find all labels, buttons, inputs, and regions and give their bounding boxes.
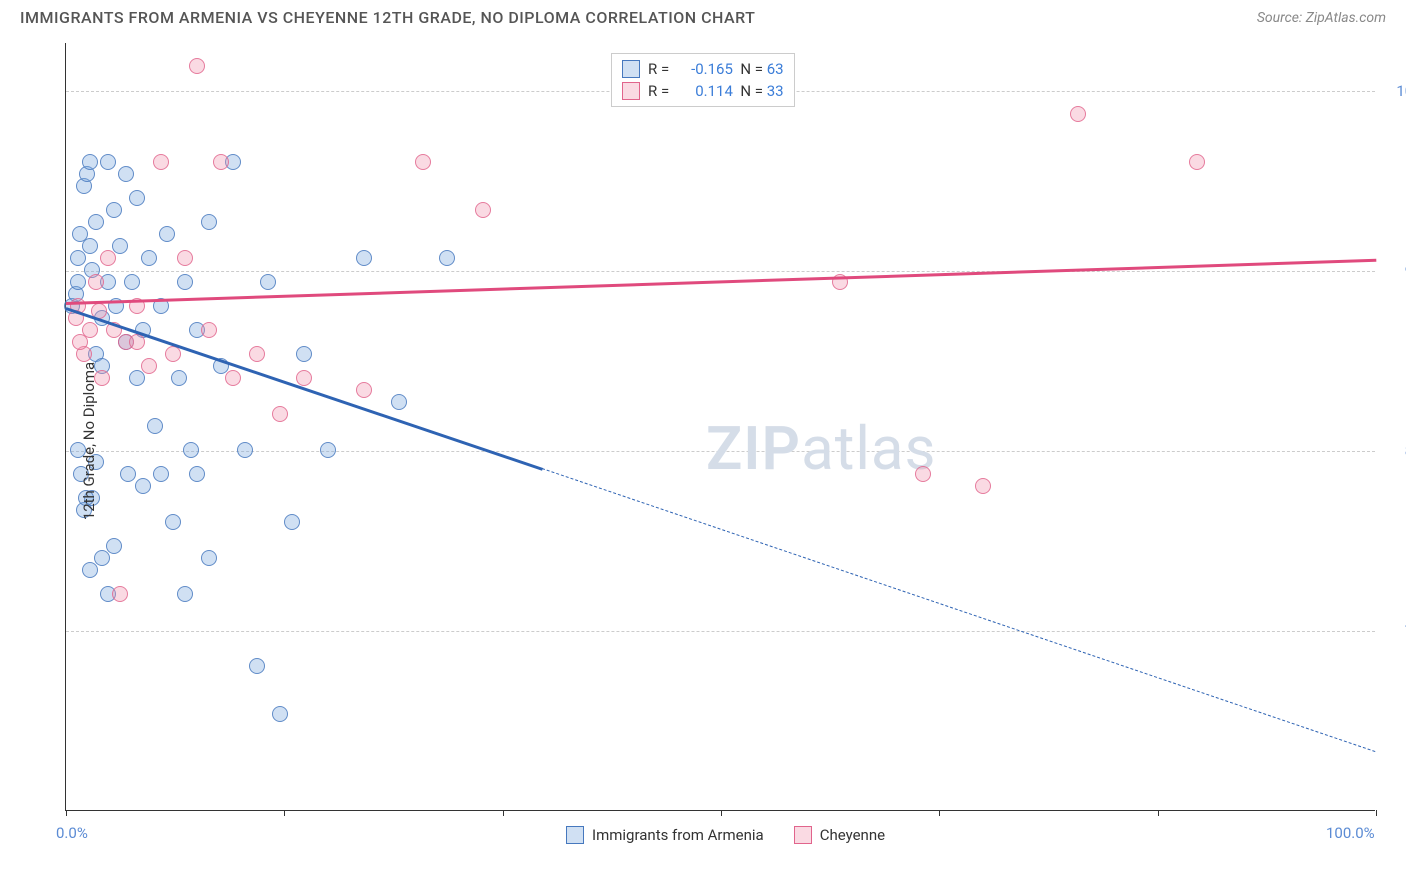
data-point	[94, 550, 110, 566]
data-point	[260, 274, 276, 290]
x-tick	[284, 810, 285, 816]
data-point	[82, 154, 98, 170]
data-point	[88, 214, 104, 230]
x-tick-label: 100.0%	[1326, 824, 1375, 842]
x-tick	[503, 810, 504, 816]
data-point	[70, 274, 86, 290]
data-point	[141, 250, 157, 266]
x-tick	[66, 810, 67, 816]
legend-item: Immigrants from Armenia	[566, 826, 764, 844]
data-point	[249, 346, 265, 362]
data-point	[272, 406, 288, 422]
data-point	[129, 334, 145, 350]
data-point	[147, 418, 163, 434]
data-point	[100, 250, 116, 266]
legend-item: Cheyenne	[794, 826, 885, 844]
data-point	[82, 238, 98, 254]
data-point	[225, 370, 241, 386]
data-point	[272, 706, 288, 722]
x-tick-label: 0.0%	[56, 824, 88, 842]
data-point	[183, 442, 199, 458]
legend-swatch	[566, 826, 584, 844]
data-point	[391, 394, 407, 410]
data-point	[177, 274, 193, 290]
legend-row: R = -0.165 N = 63	[622, 58, 784, 80]
data-point	[249, 658, 265, 674]
data-point	[1070, 106, 1086, 122]
trend-line-extrapolated	[542, 468, 1376, 752]
data-point	[165, 514, 181, 530]
chart-title: IMMIGRANTS FROM ARMENIA VS CHEYENNE 12TH…	[20, 8, 755, 27]
y-tick-label: 100.0%	[1396, 82, 1406, 100]
data-point	[1189, 154, 1205, 170]
y-axis-label: 12th Grade, No Diploma	[80, 362, 98, 520]
data-point	[100, 154, 116, 170]
data-point	[213, 154, 229, 170]
data-point	[70, 250, 86, 266]
data-point	[915, 466, 931, 482]
legend-row: R = 0.114 N = 33	[622, 80, 784, 102]
data-point	[356, 250, 372, 266]
data-point	[112, 586, 128, 602]
legend-swatch	[622, 82, 640, 100]
gridline	[66, 451, 1375, 452]
data-point	[975, 478, 991, 494]
x-tick	[721, 810, 722, 816]
gridline	[66, 271, 1375, 272]
x-tick	[939, 810, 940, 816]
data-point	[106, 538, 122, 554]
data-point	[106, 202, 122, 218]
data-point	[153, 466, 169, 482]
correlation-chart: 77.5%85.0%92.5%100.0%0.0%100.0%ZIPatlasR…	[20, 31, 1386, 851]
legend-swatch	[794, 826, 812, 844]
data-point	[237, 442, 253, 458]
data-point	[201, 322, 217, 338]
data-point	[171, 370, 187, 386]
data-point	[415, 154, 431, 170]
legend-swatch	[622, 60, 640, 78]
data-point	[189, 58, 205, 74]
data-point	[284, 514, 300, 530]
correlation-legend: R = -0.165 N = 63R = 0.114 N = 33	[611, 53, 795, 107]
x-tick	[1376, 810, 1377, 816]
data-point	[153, 154, 169, 170]
data-point	[439, 250, 455, 266]
trend-line	[66, 307, 543, 470]
data-point	[112, 238, 128, 254]
chart-header: IMMIGRANTS FROM ARMENIA VS CHEYENNE 12TH…	[0, 0, 1406, 31]
data-point	[129, 190, 145, 206]
series-legend: Immigrants from Armenia Cheyenne	[566, 826, 885, 844]
plot-area: 77.5%85.0%92.5%100.0%0.0%100.0%ZIPatlasR…	[65, 43, 1375, 811]
data-point	[135, 478, 151, 494]
data-point	[296, 370, 312, 386]
data-point	[177, 586, 193, 602]
data-point	[129, 370, 145, 386]
data-point	[159, 226, 175, 242]
data-point	[177, 250, 193, 266]
data-point	[82, 562, 98, 578]
data-point	[124, 274, 140, 290]
data-point	[189, 466, 205, 482]
data-point	[141, 358, 157, 374]
legend-label: Immigrants from Armenia	[592, 826, 764, 844]
data-point	[201, 214, 217, 230]
chart-source: Source: ZipAtlas.com	[1257, 10, 1386, 26]
data-point	[72, 334, 88, 350]
data-point	[165, 346, 181, 362]
data-point	[120, 466, 136, 482]
gridline	[66, 631, 1375, 632]
legend-label: Cheyenne	[820, 826, 885, 844]
data-point	[118, 166, 134, 182]
data-point	[201, 550, 217, 566]
data-point	[356, 382, 372, 398]
data-point	[475, 202, 491, 218]
data-point	[88, 274, 104, 290]
data-point	[296, 346, 312, 362]
data-point	[320, 442, 336, 458]
watermark: ZIPatlas	[706, 413, 937, 484]
x-tick	[1158, 810, 1159, 816]
